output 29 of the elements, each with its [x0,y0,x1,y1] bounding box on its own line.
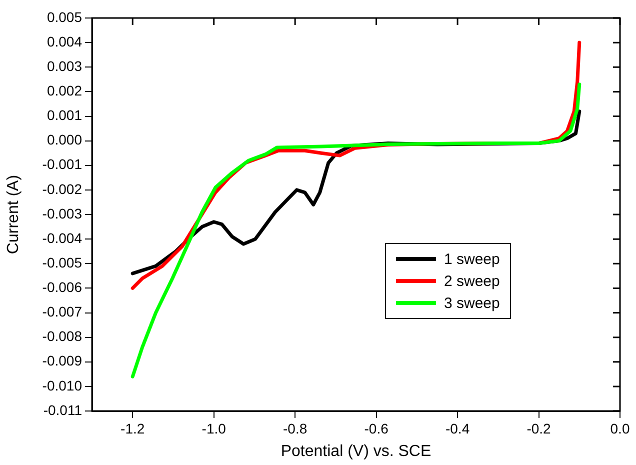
y-tick-label: 0.002 [46,82,82,99]
x-tick-label: -1.2 [120,420,145,436]
y-tick-label: 0.005 [46,8,82,25]
y-axis-title: Current (A) [5,174,22,254]
y-tick-label: -0.008 [42,328,82,344]
x-tick-label: -1.0 [202,420,226,436]
x-tick-label: -0.8 [283,420,308,436]
y-tick-label: 0.000 [46,132,82,148]
y-tick-label: -0.004 [42,230,82,246]
legend-label: 3 sweep [444,294,500,312]
y-tick-label: -0.010 [42,377,82,394]
y-tick-label: 0.004 [46,33,82,50]
y-tick-label: 0.001 [46,107,82,124]
x-axis-title: Potential (V) vs. SCE [280,442,432,460]
y-tick-label: -0.002 [42,180,82,197]
y-tick-label: -0.003 [42,205,82,222]
legend-label: 1 sweep [444,250,500,268]
legend-label: 2 sweep [444,272,500,290]
x-tick-label: -0.6 [364,420,389,436]
y-tick-label: -0.007 [42,304,82,320]
y-tick-label: -0.009 [42,352,82,369]
x-tick-label: -0.2 [526,420,552,436]
x-tick-label: 0.0 [610,420,630,436]
y-tick-label: -0.005 [42,254,82,270]
x-tick-label: -0.4 [445,420,470,436]
y-tick-label: -0.011 [43,402,82,418]
y-tick-label: 0.003 [46,58,82,74]
y-tick-label: -0.001 [42,156,82,172]
y-tick-label: -0.006 [42,279,82,296]
